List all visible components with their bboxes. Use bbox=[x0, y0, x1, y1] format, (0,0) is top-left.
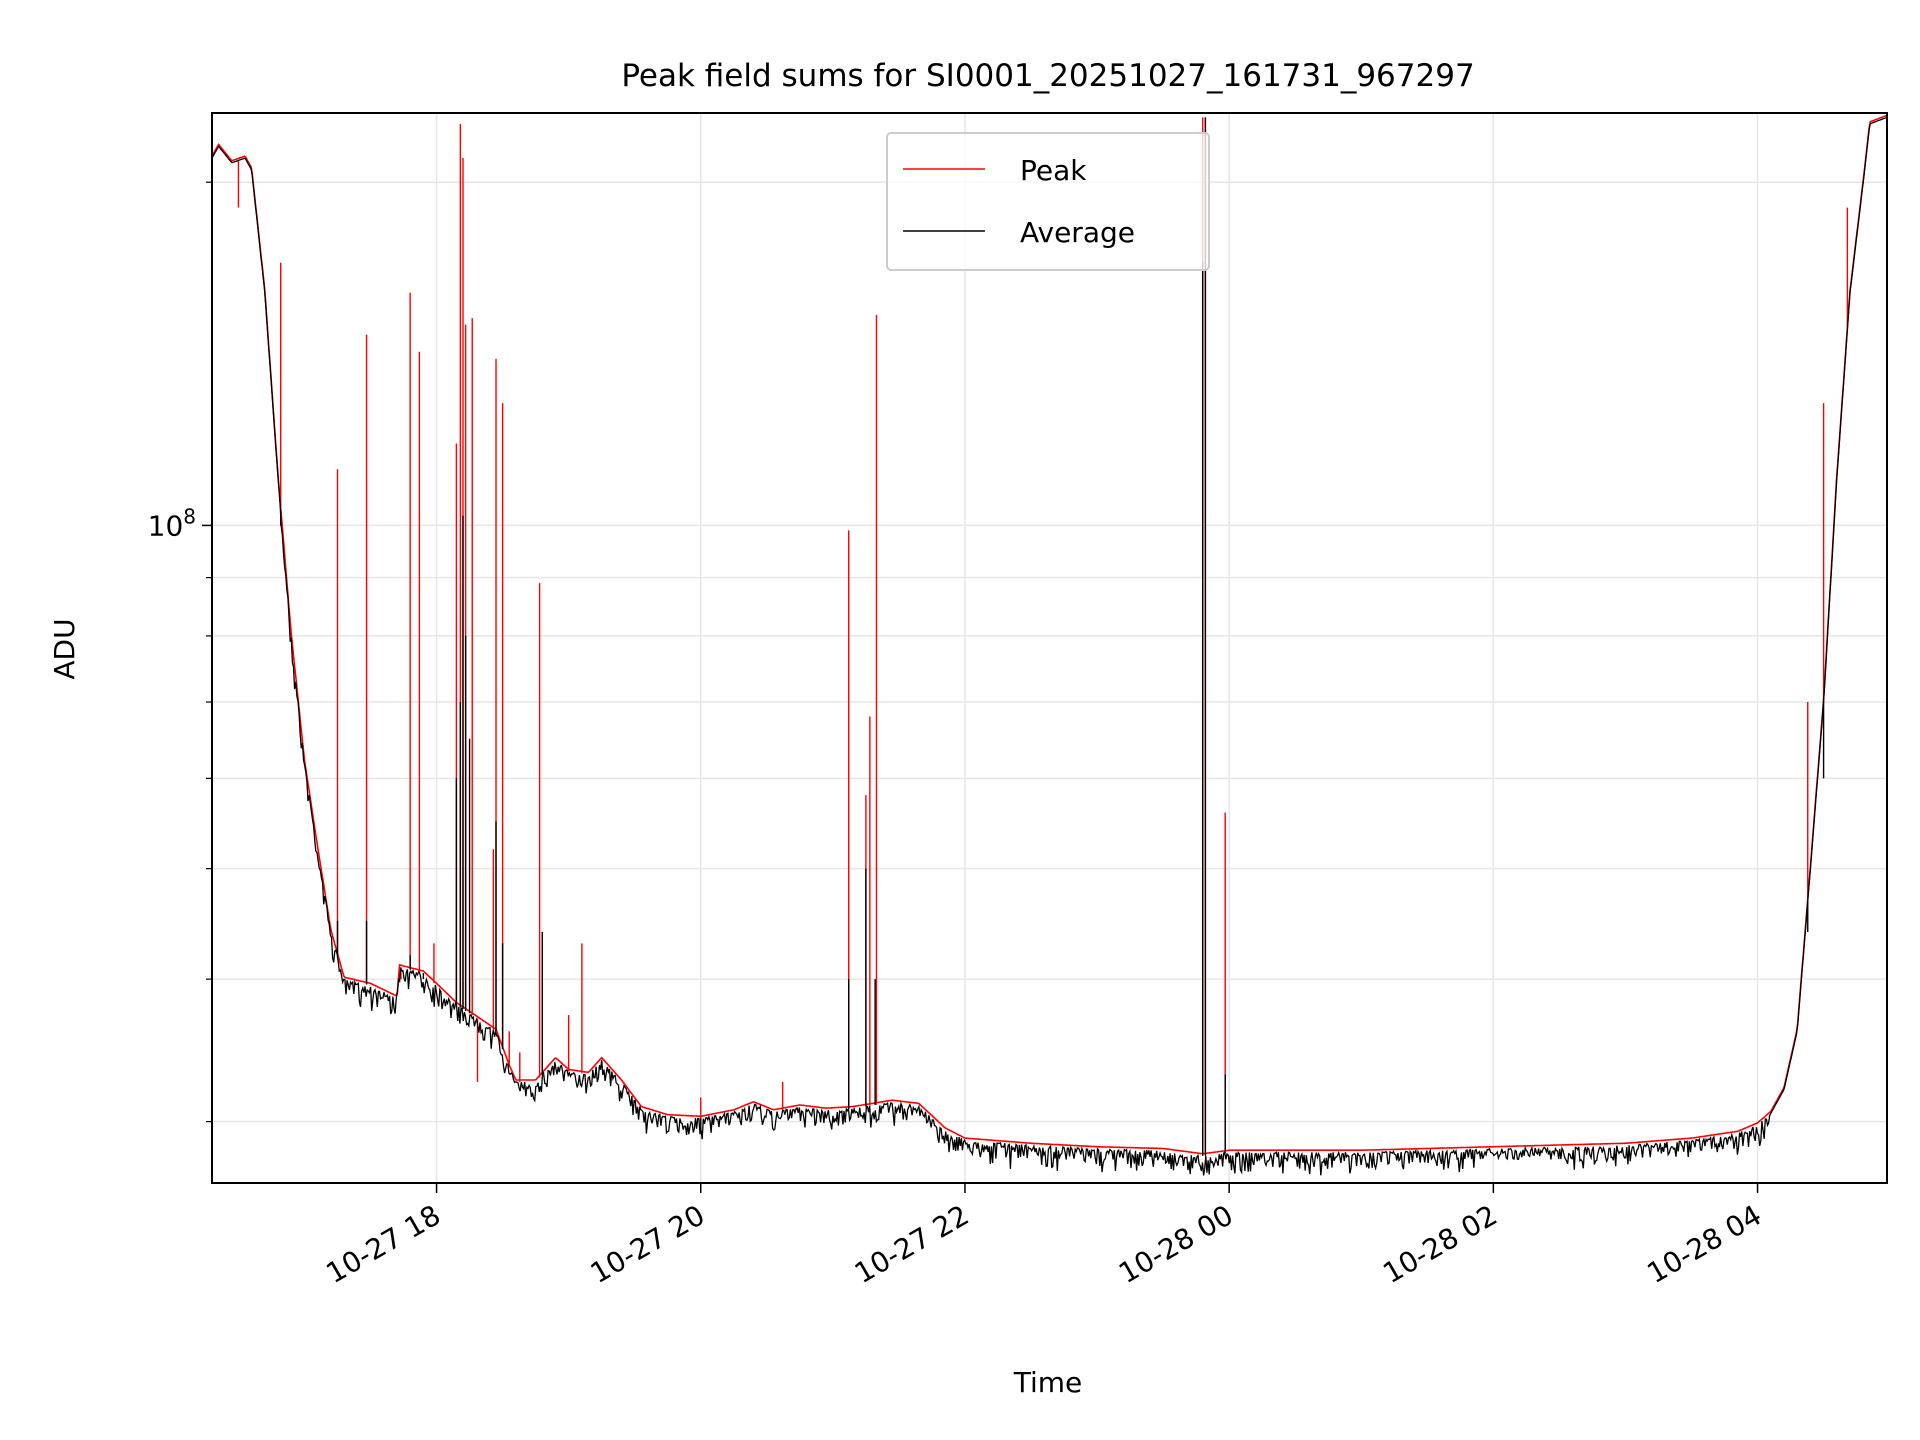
series-line-average bbox=[211, 116, 1888, 1176]
chart-title: Peak field sums for SI0001_20251027_1617… bbox=[621, 58, 1474, 94]
y-axis: 108 bbox=[148, 181, 212, 1123]
legend: Peak Average bbox=[886, 132, 1210, 271]
series-line-peak bbox=[211, 114, 1888, 1155]
y-tick-label: 108 bbox=[148, 504, 196, 542]
series-layer bbox=[211, 114, 1888, 1176]
legend-box bbox=[886, 132, 1210, 271]
x-axis-label: Time bbox=[1013, 1366, 1083, 1399]
legend-label-average: Average bbox=[1020, 216, 1135, 249]
legend-label-peak: Peak bbox=[1020, 154, 1087, 187]
y-axis-label: ADU bbox=[48, 618, 81, 679]
plot-frame bbox=[211, 112, 1888, 1184]
